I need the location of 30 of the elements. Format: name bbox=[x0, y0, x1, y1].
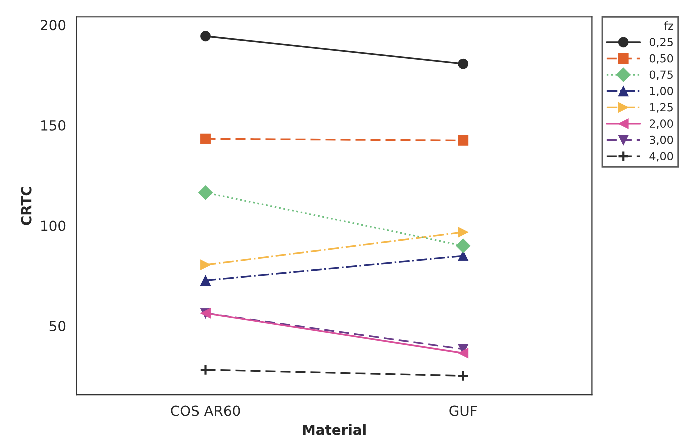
point bbox=[458, 348, 469, 359]
point bbox=[456, 238, 471, 254]
legend-label: 0,50 bbox=[650, 54, 674, 64]
legend-label: 4,00 bbox=[650, 152, 674, 162]
legend-label: 0,75 bbox=[650, 70, 673, 80]
point bbox=[458, 250, 469, 262]
point bbox=[458, 227, 469, 238]
y-axis-title: CRTC bbox=[21, 187, 32, 226]
legend-label: 2,00 bbox=[650, 120, 674, 130]
y-tick-label: 50 bbox=[50, 321, 66, 332]
y-tick-label: 200 bbox=[41, 20, 66, 31]
point bbox=[200, 31, 211, 42]
legend-label: 1,00 bbox=[650, 87, 674, 97]
point bbox=[457, 370, 470, 382]
legend-label: 3,00 bbox=[650, 136, 674, 146]
y-tick-label: 100 bbox=[42, 220, 66, 232]
x-axis-title: Material bbox=[303, 424, 366, 436]
legend-label: 1,25 bbox=[650, 103, 673, 113]
point bbox=[200, 260, 211, 270]
legend-title: fz bbox=[664, 22, 674, 30]
point bbox=[200, 276, 211, 286]
point bbox=[458, 135, 469, 146]
x-tick-label: COS AR60 bbox=[171, 406, 240, 416]
point bbox=[458, 58, 469, 70]
point bbox=[200, 134, 211, 144]
y-tick-label: 150 bbox=[42, 120, 66, 131]
x-tick-label: GUF bbox=[450, 406, 478, 416]
point bbox=[198, 186, 213, 200]
point bbox=[200, 364, 212, 376]
legend-label: 0,25 bbox=[650, 38, 673, 48]
